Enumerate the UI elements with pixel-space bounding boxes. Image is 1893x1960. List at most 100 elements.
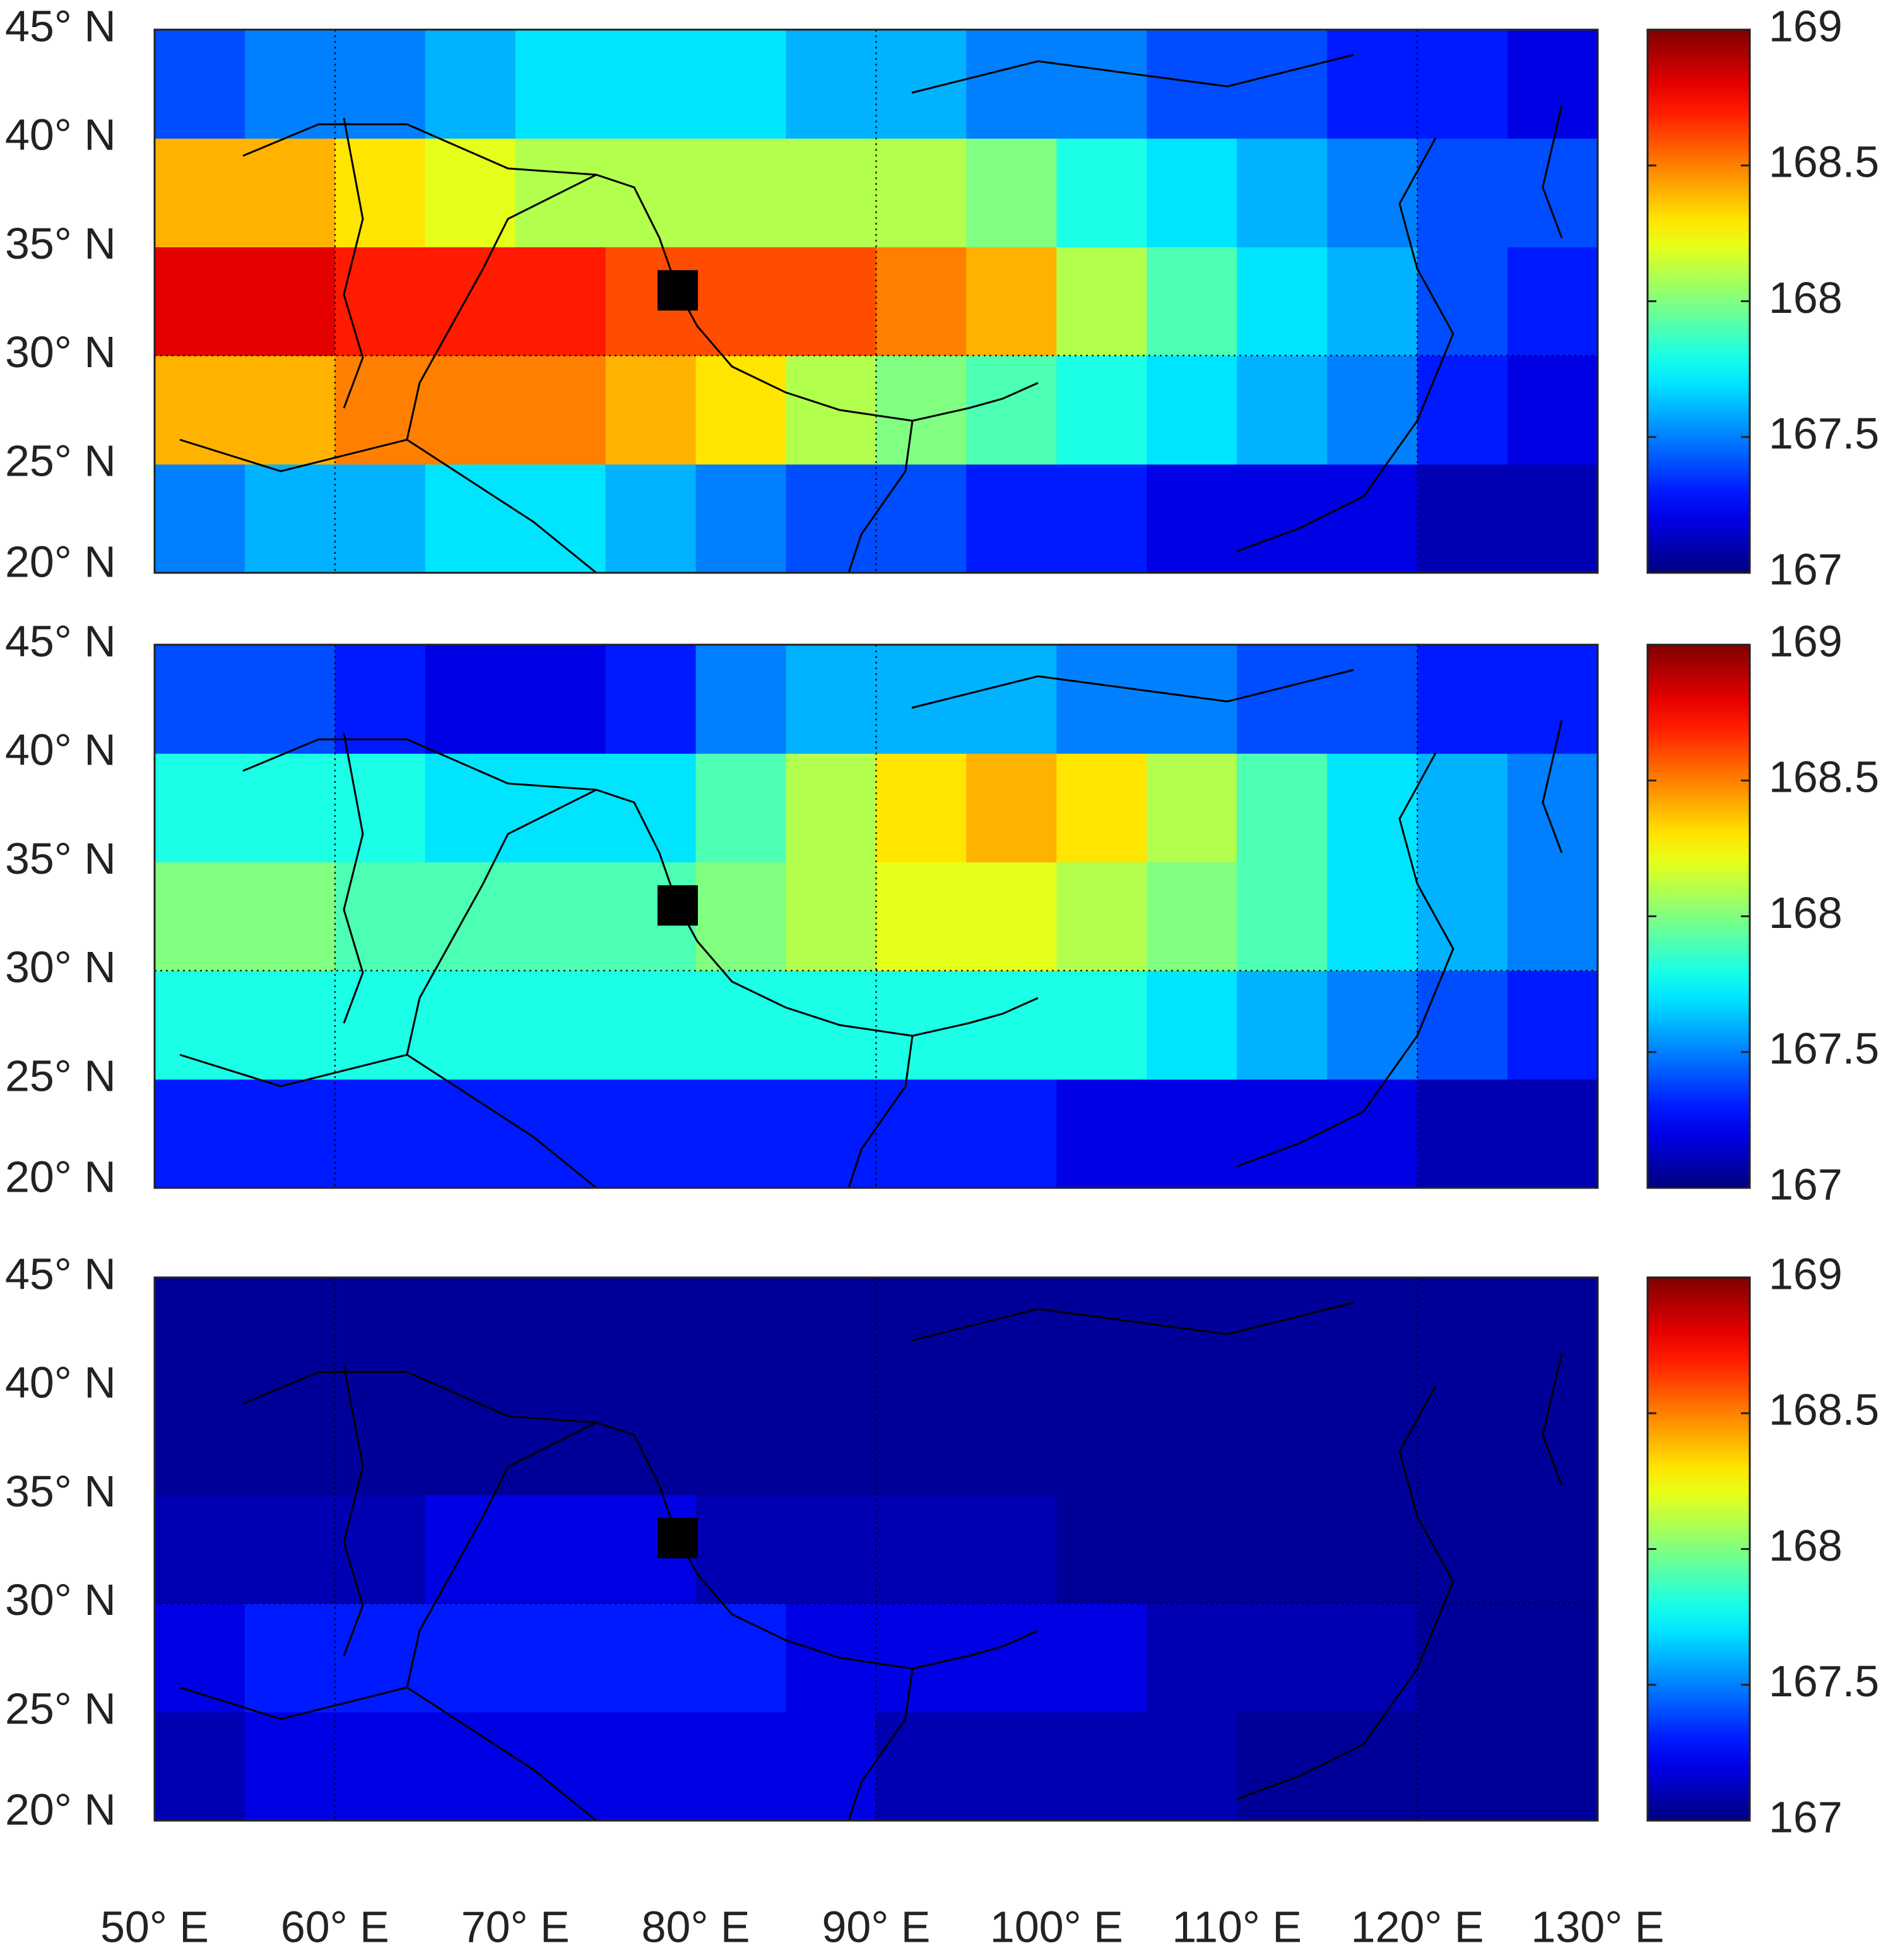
heat-cell [244, 30, 336, 139]
heat-cell [1147, 753, 1237, 862]
heat-cell [244, 1603, 336, 1713]
heat-cell [425, 753, 516, 862]
heat-cell [1417, 1277, 1508, 1387]
y-tick-label: 40° N [5, 1358, 116, 1407]
heat-cell [966, 1494, 1057, 1604]
heat-cell [425, 970, 516, 1080]
y-tick-label: 40° N [5, 725, 116, 775]
heat-cell [1237, 30, 1328, 139]
heat-cell [1056, 355, 1147, 465]
heat-cell [1147, 1079, 1237, 1188]
heat-cell [1507, 1603, 1598, 1713]
heat-cell [695, 645, 787, 754]
heat-cell [786, 970, 877, 1080]
heat-cell [966, 138, 1057, 247]
heat-cell [1237, 970, 1328, 1080]
heat-cell [1507, 464, 1598, 573]
heat-cell [1147, 862, 1237, 971]
colorbar-tick-label: 167 [1769, 1792, 1843, 1841]
heat-cell [1056, 1711, 1147, 1821]
heat-cell [515, 1711, 606, 1821]
heat-cell [966, 30, 1057, 139]
y-tick-label: 25° N [5, 1051, 116, 1100]
heat-cell [155, 1079, 245, 1188]
y-tick-label: 45° N [5, 616, 116, 666]
colorbar [1646, 1276, 1751, 1822]
heat-cell [515, 1277, 606, 1387]
heat-cell [876, 645, 967, 754]
heat-cell [876, 970, 967, 1080]
heat-cell [1327, 1079, 1418, 1188]
heat-cell [966, 645, 1057, 754]
heat-cell [425, 247, 516, 356]
x-tick-label: 130° E [1531, 1902, 1665, 1951]
heat-cell [966, 464, 1057, 573]
heat-cell [155, 1711, 245, 1821]
heat-cell [155, 1277, 245, 1387]
heat-cell [334, 970, 426, 1080]
heat-cell [876, 1603, 967, 1713]
heat-cell [605, 1079, 697, 1188]
heat-cell [966, 1079, 1057, 1188]
y-tick-label: 45° N [5, 1249, 116, 1298]
heat-cell [425, 1494, 516, 1604]
heat-cell [695, 355, 787, 465]
heat-cell [1507, 1711, 1598, 1821]
heat-cell [244, 970, 336, 1080]
x-tick-label: 110° E [1172, 1902, 1302, 1951]
heat-cell [244, 1277, 336, 1387]
heat-cell [1507, 1386, 1598, 1495]
heat-cell [1147, 1603, 1237, 1713]
heat-cell [1237, 862, 1328, 971]
heat-cell [1056, 464, 1147, 573]
heat-cell [1147, 970, 1237, 1080]
heat-cell [155, 1386, 245, 1495]
heat-cell [1237, 1386, 1328, 1495]
heat-cell [1147, 464, 1237, 573]
heat-cell [155, 355, 245, 465]
heat-cell [425, 862, 516, 971]
heat-cell [155, 862, 245, 971]
heat-cell [605, 970, 697, 1080]
heat-cell [1507, 1494, 1598, 1604]
heat-cell [155, 30, 245, 139]
heat-cell [515, 970, 606, 1080]
heat-cell [244, 247, 336, 356]
heat-cell [605, 355, 697, 465]
heat-cell [966, 1711, 1057, 1821]
heat-cell [1056, 1079, 1147, 1188]
colorbar-tick-label: 169 [1769, 1, 1843, 50]
heat-cell [1056, 1277, 1147, 1387]
heat-cell [1417, 355, 1508, 465]
heat-cell [1417, 247, 1508, 356]
y-tick-label: 30° N [5, 942, 116, 992]
heat-cell [155, 1494, 245, 1604]
heat-cell [334, 30, 426, 139]
heat-cell [334, 753, 426, 862]
heat-cell [244, 138, 336, 247]
y-tick-label: 30° N [5, 327, 116, 377]
heat-cell [876, 862, 967, 971]
heat-cell [334, 464, 426, 573]
heat-cell [1056, 247, 1147, 356]
heat-cell [605, 753, 697, 862]
heat-cell [1237, 753, 1328, 862]
heat-cell [1237, 355, 1328, 465]
site-marker [658, 885, 699, 926]
colorbar [1646, 28, 1751, 574]
heat-cell [1237, 138, 1328, 247]
heat-cell [425, 1386, 516, 1495]
heat-cell [1237, 1079, 1328, 1188]
heat-cell [1417, 138, 1508, 247]
heat-cell [1327, 1494, 1418, 1604]
heat-cell [695, 862, 787, 971]
heat-cell [876, 1079, 967, 1188]
heat-cell [1507, 1277, 1598, 1387]
heat-cell [786, 1494, 877, 1604]
heat-cell [605, 1711, 697, 1821]
heat-cell [244, 1711, 336, 1821]
heat-cell [695, 138, 787, 247]
colorbar-tick-label: 167.5 [1769, 409, 1879, 458]
heat-cell [1327, 30, 1418, 139]
heat-cell [244, 355, 336, 465]
